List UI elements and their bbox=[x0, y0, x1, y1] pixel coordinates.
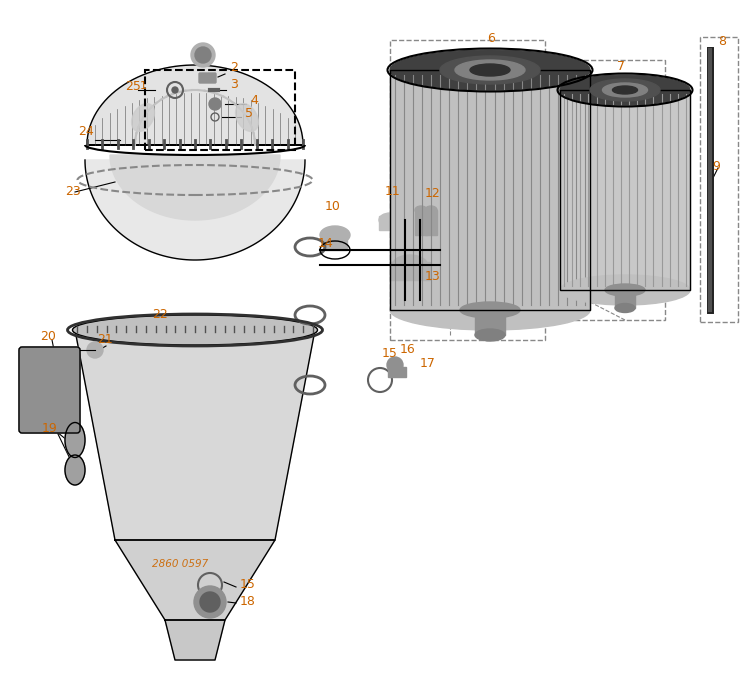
Ellipse shape bbox=[602, 83, 647, 97]
Text: 11: 11 bbox=[385, 185, 401, 198]
Ellipse shape bbox=[455, 60, 525, 80]
Circle shape bbox=[387, 357, 403, 373]
Text: 1: 1 bbox=[140, 81, 147, 91]
Circle shape bbox=[172, 87, 178, 93]
Ellipse shape bbox=[440, 56, 540, 84]
Bar bbox=[390, 70, 590, 310]
Text: 22: 22 bbox=[152, 308, 168, 321]
Circle shape bbox=[200, 592, 220, 612]
Text: 15: 15 bbox=[240, 578, 256, 591]
Ellipse shape bbox=[235, 103, 259, 131]
Ellipse shape bbox=[390, 290, 590, 330]
Bar bbox=[390, 70, 590, 310]
Bar bbox=[323, 230, 347, 250]
Text: 17: 17 bbox=[420, 357, 436, 370]
FancyBboxPatch shape bbox=[19, 347, 80, 433]
Text: 24: 24 bbox=[78, 125, 94, 138]
Circle shape bbox=[195, 47, 211, 63]
Polygon shape bbox=[115, 540, 275, 620]
Ellipse shape bbox=[390, 50, 590, 90]
Bar bbox=[615, 288, 635, 308]
Bar bbox=[475, 305, 505, 335]
Ellipse shape bbox=[415, 206, 427, 214]
Text: 21: 21 bbox=[97, 333, 113, 346]
Text: 7: 7 bbox=[617, 60, 625, 73]
Circle shape bbox=[194, 586, 226, 618]
Text: 18: 18 bbox=[240, 595, 256, 608]
Bar bbox=[390, 262, 430, 280]
Ellipse shape bbox=[379, 213, 401, 227]
Polygon shape bbox=[165, 620, 225, 660]
Text: 19: 19 bbox=[42, 422, 58, 435]
Bar bbox=[560, 90, 690, 290]
Ellipse shape bbox=[590, 79, 660, 101]
Ellipse shape bbox=[65, 455, 85, 485]
Text: 6: 6 bbox=[487, 32, 495, 45]
Ellipse shape bbox=[615, 303, 635, 313]
Bar bbox=[415, 210, 427, 235]
Text: 4: 4 bbox=[250, 94, 258, 107]
Ellipse shape bbox=[560, 275, 690, 305]
Text: 13: 13 bbox=[425, 270, 441, 283]
Polygon shape bbox=[85, 160, 305, 260]
Ellipse shape bbox=[320, 226, 350, 244]
Text: 3: 3 bbox=[230, 78, 238, 91]
Circle shape bbox=[191, 43, 215, 67]
Text: 2: 2 bbox=[230, 61, 238, 74]
Ellipse shape bbox=[65, 422, 85, 458]
Ellipse shape bbox=[470, 64, 510, 76]
Circle shape bbox=[87, 342, 103, 358]
Bar bbox=[388, 367, 406, 377]
Ellipse shape bbox=[475, 329, 505, 341]
Text: 25: 25 bbox=[125, 80, 141, 93]
Ellipse shape bbox=[605, 284, 645, 296]
Ellipse shape bbox=[460, 302, 520, 318]
Text: 20: 20 bbox=[40, 330, 56, 343]
Text: 5: 5 bbox=[245, 107, 253, 120]
Circle shape bbox=[209, 98, 221, 110]
Ellipse shape bbox=[132, 103, 154, 131]
Text: 15: 15 bbox=[382, 347, 398, 360]
Polygon shape bbox=[75, 330, 315, 540]
Ellipse shape bbox=[72, 315, 317, 345]
Text: 23: 23 bbox=[65, 185, 80, 198]
FancyBboxPatch shape bbox=[199, 73, 216, 83]
Text: 9: 9 bbox=[712, 160, 720, 173]
Polygon shape bbox=[110, 155, 280, 220]
Bar bbox=[379, 216, 401, 230]
Polygon shape bbox=[87, 65, 303, 145]
Ellipse shape bbox=[425, 206, 437, 214]
Bar bbox=[560, 90, 690, 290]
Ellipse shape bbox=[560, 75, 690, 105]
Text: 8: 8 bbox=[718, 35, 726, 48]
Text: 16: 16 bbox=[400, 343, 416, 356]
Bar bbox=[425, 210, 437, 235]
Ellipse shape bbox=[393, 255, 427, 275]
Ellipse shape bbox=[612, 86, 638, 94]
Text: 14: 14 bbox=[318, 237, 334, 250]
Text: 2860 0597: 2860 0597 bbox=[152, 559, 208, 569]
Text: 10: 10 bbox=[325, 200, 341, 213]
Text: 12: 12 bbox=[425, 187, 441, 200]
